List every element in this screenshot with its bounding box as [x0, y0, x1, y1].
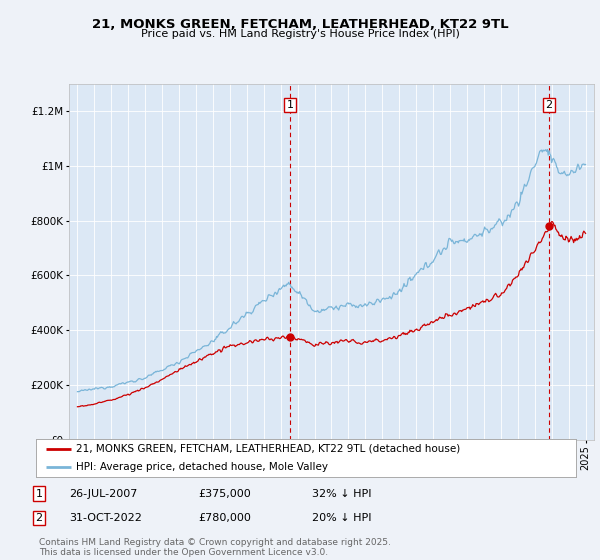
Text: 1: 1 [35, 489, 43, 499]
Text: 26-JUL-2007: 26-JUL-2007 [69, 489, 137, 499]
Text: 1: 1 [287, 100, 294, 110]
Text: HPI: Average price, detached house, Mole Valley: HPI: Average price, detached house, Mole… [77, 462, 329, 472]
Text: 2: 2 [35, 513, 43, 523]
Text: 2: 2 [545, 100, 553, 110]
Text: 21, MONKS GREEN, FETCHAM, LEATHERHEAD, KT22 9TL (detached house): 21, MONKS GREEN, FETCHAM, LEATHERHEAD, K… [77, 444, 461, 454]
Text: Price paid vs. HM Land Registry's House Price Index (HPI): Price paid vs. HM Land Registry's House … [140, 29, 460, 39]
Text: 21, MONKS GREEN, FETCHAM, LEATHERHEAD, KT22 9TL: 21, MONKS GREEN, FETCHAM, LEATHERHEAD, K… [92, 18, 508, 31]
Text: £780,000: £780,000 [198, 513, 251, 523]
Text: 31-OCT-2022: 31-OCT-2022 [69, 513, 142, 523]
Text: £375,000: £375,000 [198, 489, 251, 499]
Text: 20% ↓ HPI: 20% ↓ HPI [312, 513, 371, 523]
Text: Contains HM Land Registry data © Crown copyright and database right 2025.
This d: Contains HM Land Registry data © Crown c… [39, 538, 391, 557]
Text: 32% ↓ HPI: 32% ↓ HPI [312, 489, 371, 499]
